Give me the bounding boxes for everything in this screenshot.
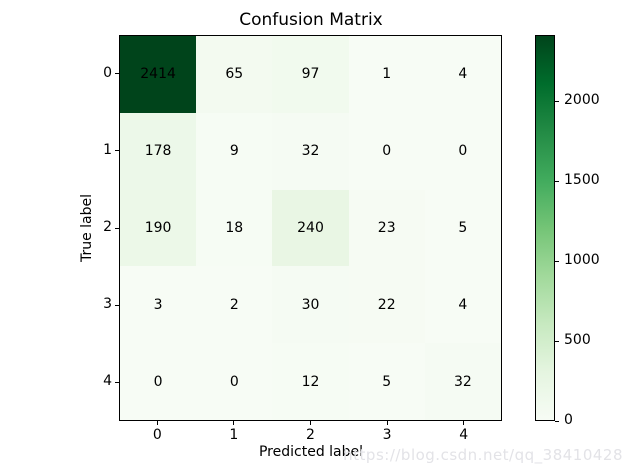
x-tick-label: 2 xyxy=(306,427,315,443)
y-tick-label: 0 xyxy=(103,64,112,81)
y-tick-label: 2 xyxy=(103,219,112,235)
matrix-cell: 240 xyxy=(272,189,349,267)
y-tick-mark xyxy=(115,381,119,383)
y-tick-mark xyxy=(115,150,119,152)
x-tick-mark xyxy=(386,421,388,425)
colorbar-tick-mark xyxy=(555,260,559,262)
colorbar xyxy=(535,35,555,421)
x-axis-label: Predicted label xyxy=(258,444,364,460)
matrix-cell: 0 xyxy=(120,343,197,420)
matrix-cell: 1 xyxy=(348,36,425,113)
x-tick-label: 4 xyxy=(459,427,469,443)
matrix-cell: 32 xyxy=(272,112,349,190)
matrix-cell: 32 xyxy=(424,343,501,420)
watermark-text: https://blog.csdn.net/qq_38410428 xyxy=(343,446,623,464)
colorbar-tick-mark xyxy=(555,340,559,342)
matrix-cell: 65 xyxy=(196,36,273,113)
colorbar-tick-mark xyxy=(555,180,559,182)
matrix-cell: 2414 xyxy=(120,36,197,113)
matrix-cell: 97 xyxy=(272,36,349,113)
heatmap-grid: 2414 65 97 1 4 178 9 32 0 0 190 18 240 23 5 3 2 30 22 4 0 0 12… xyxy=(119,35,502,421)
matrix-cell: 2 xyxy=(196,266,273,344)
chart-title: Confusion Matrix xyxy=(239,10,383,30)
matrix-cell: 4 xyxy=(424,36,501,113)
matrix-cell: 4 xyxy=(424,266,501,344)
matrix-cell: 0 xyxy=(348,112,425,190)
colorbar-tick-mark xyxy=(555,420,559,422)
matrix-cell: 12 xyxy=(272,343,349,420)
colorbar-tick-label: 500 xyxy=(564,332,591,349)
x-tick-label: 3 xyxy=(382,427,392,443)
matrix-cell: 5 xyxy=(424,189,501,267)
matrix-cell: 5 xyxy=(348,343,425,420)
matrix-cell: 23 xyxy=(348,189,425,267)
x-tick-mark xyxy=(310,421,311,425)
x-tick-mark xyxy=(156,421,158,425)
colorbar-tick-label: 1000 xyxy=(564,252,600,269)
y-tick-mark xyxy=(115,304,119,306)
matrix-cell: 0 xyxy=(196,343,273,420)
x-tick-label: 1 xyxy=(229,427,239,443)
x-tick-mark xyxy=(463,421,465,425)
y-tick-label: 1 xyxy=(103,141,112,158)
matrix-cell: 3 xyxy=(120,266,197,344)
matrix-cell: 22 xyxy=(348,266,425,344)
colorbar-tick-mark xyxy=(555,100,559,102)
matrix-cell: 190 xyxy=(120,189,197,267)
y-tick-label: 4 xyxy=(103,373,112,390)
matrix-cell: 30 xyxy=(272,266,349,344)
matrix-cell: 178 xyxy=(120,112,197,190)
colorbar-tick-label: 1500 xyxy=(564,172,600,189)
x-tick-label: 0 xyxy=(152,427,162,443)
y-tick-mark xyxy=(115,73,119,75)
x-tick-mark xyxy=(233,421,235,425)
colorbar-tick-label: 2000 xyxy=(564,92,600,109)
matrix-cell: 9 xyxy=(196,112,273,190)
matrix-cell: 0 xyxy=(424,112,501,190)
y-tick-mark xyxy=(115,227,119,229)
matrix-cell: 18 xyxy=(196,189,273,267)
colorbar-tick-label: 0 xyxy=(564,412,573,428)
y-tick-label: 3 xyxy=(103,296,112,313)
